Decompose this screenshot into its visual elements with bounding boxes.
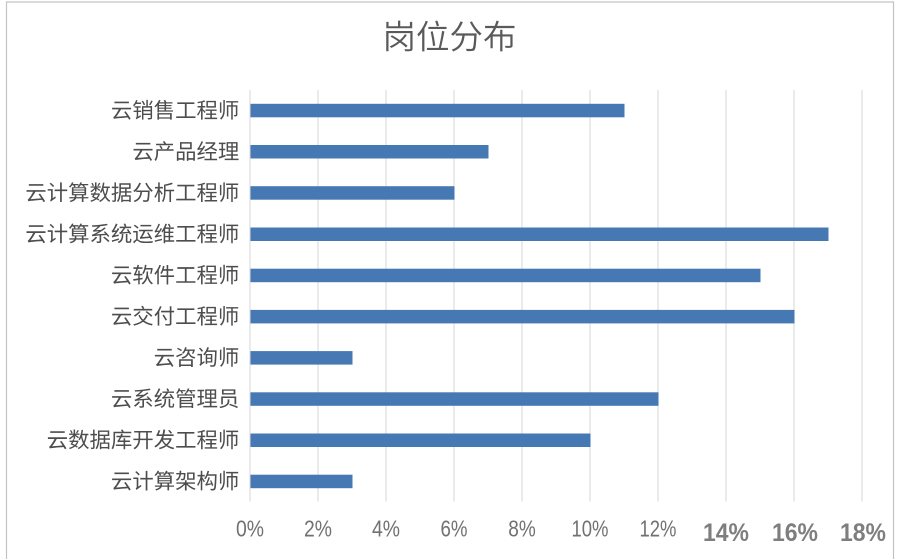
svg-text:8%: 8% xyxy=(508,516,536,542)
svg-text:2%: 2% xyxy=(304,516,332,542)
svg-text:6%: 6% xyxy=(441,516,468,542)
svg-text:0%: 0% xyxy=(236,516,264,542)
svg-text:16%: 16% xyxy=(772,519,818,547)
svg-text:12%: 12% xyxy=(640,516,677,542)
svg-text:10%: 10% xyxy=(572,516,609,542)
svg-text:14%: 14% xyxy=(703,519,749,547)
svg-text:4%: 4% xyxy=(372,516,400,542)
svg-text:18%: 18% xyxy=(840,519,886,547)
